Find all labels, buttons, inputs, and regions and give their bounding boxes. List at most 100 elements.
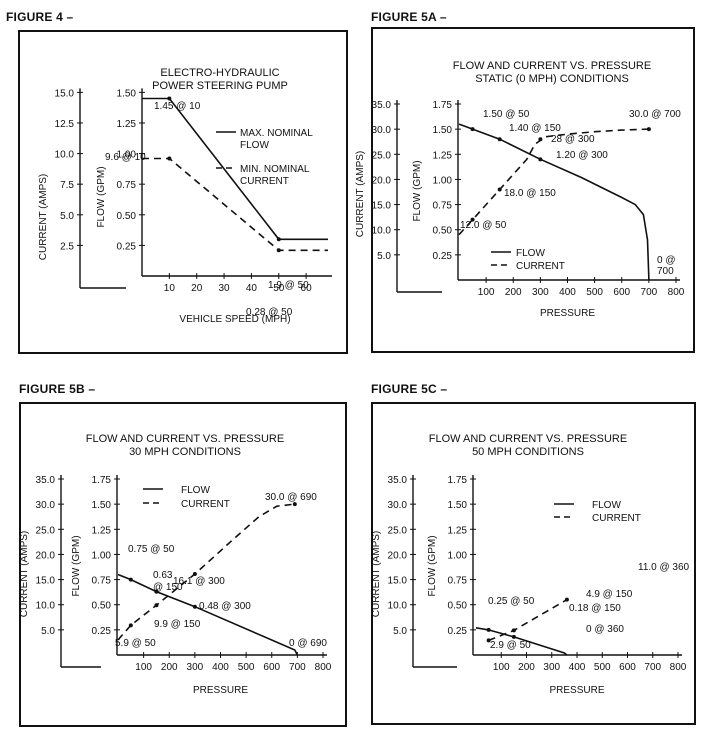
- chart-title-line: 50 MPH CONDITIONS: [472, 446, 584, 458]
- data-point: [154, 603, 159, 608]
- x-tick-label: 100: [478, 287, 495, 298]
- x-tick-label: 800: [668, 287, 685, 298]
- figure-4-panel: ELECTRO-HYDRAULIC POWER STEERING PUMP 15.0…: [18, 30, 348, 354]
- current-series-line: [142, 157, 328, 252]
- current-tick-label: 10.0: [36, 601, 56, 612]
- data-point: [646, 127, 651, 132]
- flow-tick-label: 0.75: [433, 201, 453, 212]
- legend-label: CURRENT: [181, 499, 230, 510]
- legend-label: CURRENT: [240, 176, 289, 187]
- flow-tick-label: 1.25: [117, 119, 137, 130]
- data-label: 30.0 @ 700: [629, 109, 681, 120]
- x-tick-label: 300: [532, 287, 549, 298]
- chart-title-line: POWER STEERING PUMP: [152, 80, 288, 92]
- data-label: 30.0 @ 690: [265, 492, 317, 503]
- data-point: [486, 638, 491, 643]
- current-tick-label: 35.0: [36, 475, 56, 486]
- x-tick-label: 200: [161, 662, 178, 673]
- y-axis-label-flow: FLOW (GPM): [412, 160, 423, 221]
- data-label: 0 @ 360: [586, 624, 624, 635]
- current-tick-label: 25.0: [36, 525, 56, 536]
- x-axis-label: VEHICLE SPEED (MPH): [179, 314, 290, 325]
- x-tick-label: 300: [187, 662, 204, 673]
- data-point: [470, 127, 475, 132]
- flow-tick-label: 0.25: [433, 251, 453, 262]
- flow-tick-label: 0.25: [448, 626, 468, 637]
- data-label: 9.9 @ 150: [154, 619, 201, 630]
- data-label: 2.9 @ 50: [490, 640, 531, 651]
- chart-title-line: FLOW AND CURRENT VS. PRESSURE: [453, 60, 651, 72]
- data-point: [192, 604, 197, 609]
- current-tick-label: 15.0: [55, 88, 75, 99]
- current-series-line: [117, 503, 295, 641]
- legend-label: CURRENT: [592, 513, 641, 524]
- current-tick-label: 25.0: [372, 150, 392, 161]
- y-axis-label-flow: FLOW (GPM): [71, 535, 82, 596]
- x-axis-label: PRESSURE: [540, 308, 595, 319]
- data-point: [276, 237, 281, 242]
- flow-tick-label: 1.75: [92, 475, 112, 486]
- data-point: [128, 577, 133, 582]
- figure-5b-label: FIGURE 5B –: [19, 382, 96, 396]
- current-tick-label: 20.0: [372, 175, 392, 186]
- current-tick-label: 5.0: [60, 211, 74, 222]
- current-tick-label: 10.0: [388, 601, 408, 612]
- data-label: 1.9 @ 50: [268, 280, 309, 291]
- data-label: 0.28 @ 50: [246, 307, 293, 318]
- chart-title-line: STATIC (0 MPH) CONDITIONS: [475, 73, 629, 85]
- data-label: 18.0 @ 150: [504, 188, 556, 199]
- data-point: [538, 137, 543, 142]
- data-label: 1.50 @ 50: [483, 109, 530, 120]
- flow-tick-label: 0.25: [92, 626, 112, 637]
- data-label: 0.63: [153, 570, 173, 581]
- data-label: 0.18 @ 150: [569, 603, 621, 614]
- x-tick-label: 700: [641, 287, 658, 298]
- current-tick-label: 20.0: [36, 550, 56, 561]
- x-tick-label: 200: [518, 662, 535, 673]
- current-tick-label: 10.0: [372, 226, 392, 237]
- chart-title-line: FLOW AND CURRENT VS. PRESSURE: [429, 433, 627, 445]
- x-tick-label: 500: [594, 662, 611, 673]
- flow-tick-label: 0.50: [448, 601, 468, 612]
- x-tick-label: 100: [493, 662, 510, 673]
- data-label: 12.0 @ 50: [460, 220, 507, 231]
- x-tick-label: 200: [505, 287, 522, 298]
- data-point: [292, 502, 297, 507]
- data-point: [167, 96, 172, 101]
- flow-tick-label: 1.00: [448, 550, 468, 561]
- x-tick-label: 100: [135, 662, 152, 673]
- x-tick-label: 20: [191, 283, 203, 294]
- flow-tick-label: 0.25: [117, 241, 137, 252]
- y-axis-label-flow: FLOW (GPM): [96, 166, 107, 227]
- figure-5c-panel: FLOW AND CURRENT VS. PRESSURE 50 MPH COND…: [371, 402, 696, 725]
- flow-tick-label: 1.50: [448, 500, 468, 511]
- data-label: 0.48 @ 300: [199, 601, 251, 612]
- data-point: [497, 137, 502, 142]
- current-tick-label: 35.0: [388, 475, 408, 486]
- x-tick-label: 800: [315, 662, 332, 673]
- x-tick-label: 600: [263, 662, 280, 673]
- current-tick-label: 25.0: [388, 525, 408, 536]
- current-tick-label: 30.0: [372, 125, 392, 136]
- x-tick-label: 30: [218, 283, 230, 294]
- flow-series-line: [117, 573, 299, 656]
- data-label: 0 @: [657, 255, 676, 266]
- legend-label: FLOW: [592, 500, 621, 511]
- y-axis-label-current: CURRENT (AMPS): [19, 531, 30, 617]
- data-label: 0 @ 690: [289, 638, 327, 649]
- figure-5b-panel: FLOW AND CURRENT VS. PRESSURE 30 MPH COND…: [19, 402, 347, 727]
- flow-tick-label: 1.50: [433, 125, 453, 136]
- flow-tick-label: 0.75: [92, 576, 112, 587]
- flow-series-line: [142, 97, 328, 241]
- x-tick-label: 300: [543, 662, 560, 673]
- data-label: 16.1 @ 300: [173, 576, 225, 587]
- data-point: [538, 157, 543, 162]
- flow-tick-label: 0.50: [433, 226, 453, 237]
- x-tick-label: 700: [289, 662, 306, 673]
- chart-title-line: ELECTRO-HYDRAULIC: [160, 67, 279, 79]
- chart-title-line: FLOW AND CURRENT VS. PRESSURE: [86, 433, 284, 445]
- data-label: 5.9 @ 50: [115, 638, 156, 649]
- flow-tick-label: 0.50: [92, 601, 112, 612]
- y-axis-label-current: CURRENT (AMPS): [355, 151, 366, 237]
